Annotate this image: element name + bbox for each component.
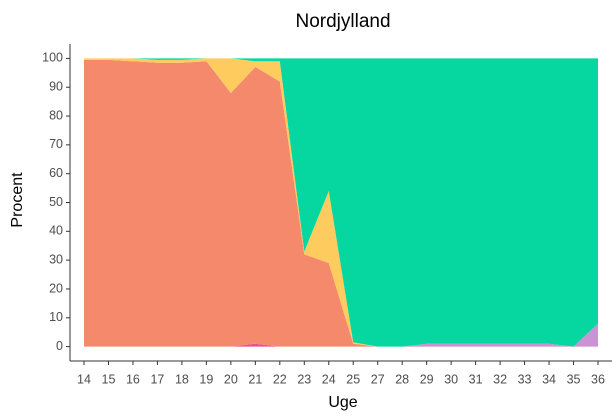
x-tick-label: 32 bbox=[493, 372, 507, 386]
x-tick-label: 34 bbox=[542, 372, 556, 386]
chart-title: Nordjylland bbox=[295, 11, 390, 32]
y-tick-label: 20 bbox=[49, 281, 63, 295]
x-tick-label: 27 bbox=[371, 372, 385, 386]
x-tick-label: 15 bbox=[102, 372, 116, 386]
x-tick-label: 16 bbox=[126, 372, 140, 386]
x-tick-label: 33 bbox=[518, 372, 532, 386]
area bbox=[84, 59, 598, 347]
x-axis-label: Uge bbox=[328, 394, 357, 411]
x-tick-label: 30 bbox=[444, 372, 458, 386]
y-tick-label: 90 bbox=[49, 80, 63, 94]
area bbox=[84, 58, 598, 347]
x-tick-label: 14 bbox=[77, 372, 91, 386]
x-tick-label: 28 bbox=[395, 372, 409, 386]
x-tick-label: 36 bbox=[591, 372, 605, 386]
x-tick-label: 18 bbox=[175, 372, 189, 386]
y-tick-label: 80 bbox=[49, 108, 63, 122]
y-tick-label: 70 bbox=[49, 137, 63, 151]
x-tick-label: 21 bbox=[248, 372, 262, 386]
x-tick-label: 31 bbox=[469, 372, 483, 386]
x-tick-label: 17 bbox=[150, 372, 164, 386]
y-tick-label: 0 bbox=[56, 339, 63, 353]
x-tick-label: 29 bbox=[420, 372, 434, 386]
x-tick-label: 23 bbox=[297, 372, 311, 386]
y-tick-label: 60 bbox=[49, 166, 63, 180]
y-axis-label: Procent bbox=[9, 172, 26, 228]
x-tick-label: 22 bbox=[273, 372, 287, 386]
x-tick-label: 20 bbox=[224, 372, 238, 386]
area bbox=[84, 58, 598, 347]
area bbox=[84, 323, 598, 347]
x-tick-label: 25 bbox=[346, 372, 360, 386]
y-tick-label: 50 bbox=[49, 195, 63, 209]
x-tick-label: 24 bbox=[322, 372, 336, 386]
x-tick-label: 19 bbox=[199, 372, 213, 386]
y-tick-label: 10 bbox=[49, 310, 63, 324]
y-tick-label: 100 bbox=[42, 51, 63, 65]
y-tick-label: 30 bbox=[49, 252, 63, 266]
y-tick-label: 40 bbox=[49, 224, 63, 238]
x-tick-label: 35 bbox=[567, 372, 581, 386]
